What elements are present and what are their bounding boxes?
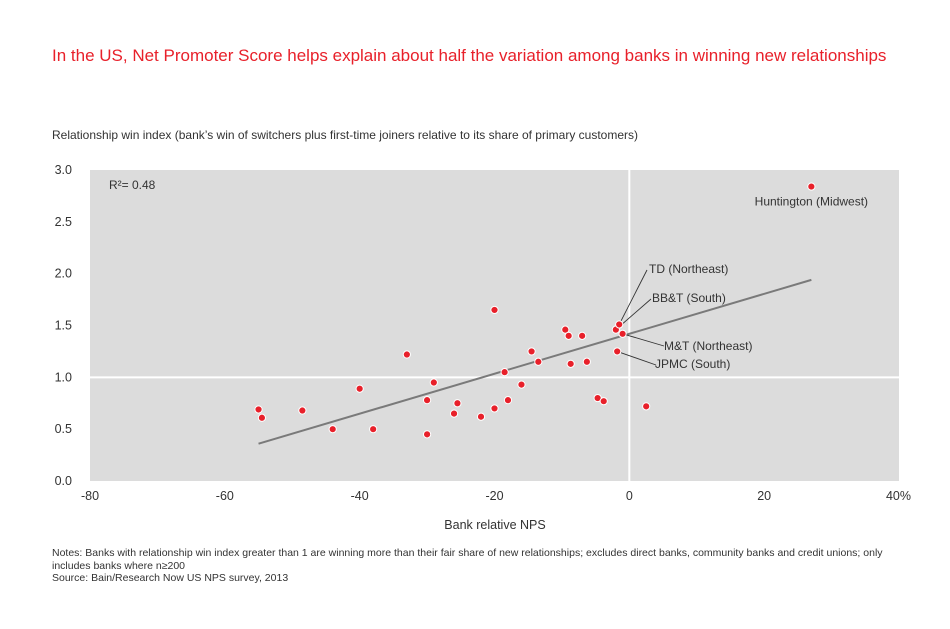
y-tick-label: 1.5	[55, 319, 72, 333]
data-point	[355, 384, 364, 393]
x-tick-label: 40%	[886, 489, 911, 503]
data-point	[578, 331, 587, 340]
x-tick-label: 20	[757, 489, 771, 503]
data-point	[503, 396, 513, 405]
chart-title: In the US, Net Promoter Score helps expl…	[52, 46, 887, 65]
annotation-leader	[617, 350, 657, 366]
data-point	[490, 305, 499, 315]
data-point	[566, 359, 575, 368]
annotation-leaders	[615, 269, 665, 366]
annotation-label: TD (Northeast)	[649, 262, 728, 276]
data-point	[517, 380, 526, 389]
data-point	[527, 347, 536, 356]
data-point	[618, 329, 627, 338]
data-point	[298, 406, 307, 415]
y-tick-label: 3.0	[55, 163, 72, 177]
data-point	[615, 320, 624, 329]
y-tick-label: 0.0	[55, 474, 72, 488]
data-point	[422, 396, 432, 405]
x-axis-ticks: -80 -60 -40 -20 0 20 40%	[81, 489, 911, 503]
source-text: Source: Bain/Research Now US NPS survey,…	[52, 572, 289, 584]
data-point	[328, 425, 337, 434]
data-point	[500, 368, 509, 377]
x-tick-label: -80	[81, 489, 99, 503]
data-point	[476, 412, 486, 421]
data-point	[429, 378, 438, 387]
footnotes: Notes: Banks with relationship win index…	[52, 547, 922, 585]
data-point	[561, 325, 570, 334]
annotation-label: Huntington (Midwest)	[755, 195, 868, 209]
annotation-label: M&T (Northeast)	[664, 339, 752, 353]
annotation-label: BB&T (South)	[652, 291, 726, 305]
data-point	[453, 399, 462, 408]
data-point	[613, 347, 622, 356]
annotation-leader	[618, 269, 648, 325]
data-point	[490, 404, 499, 413]
x-tick-label: -60	[216, 489, 234, 503]
y-tick-label: 2.5	[55, 215, 72, 229]
data-point	[369, 425, 378, 434]
data-points	[254, 182, 816, 439]
data-point	[254, 405, 263, 414]
y-tick-label: 1.0	[55, 370, 72, 384]
annotation-labels: Huntington (Midwest) TD (Northeast) BB&T (…	[649, 195, 868, 371]
x-tick-label: -20	[485, 489, 503, 503]
y-tick-label: 2.0	[55, 267, 72, 281]
data-point	[449, 409, 459, 418]
y-tick-label: 0.5	[55, 422, 72, 436]
x-tick-label: 0	[626, 489, 633, 503]
annotation-label: JPMC (South)	[655, 357, 730, 371]
data-point	[422, 430, 432, 439]
notes-text: Notes: Banks with relationship win index…	[52, 547, 883, 572]
data-point	[402, 350, 411, 359]
x-tick-label: -40	[351, 489, 369, 503]
r-squared-label: R²= 0.48	[109, 178, 156, 192]
annotation-leader	[622, 333, 665, 347]
x-axis-label: Bank relative NPS	[444, 518, 546, 532]
data-point	[599, 397, 608, 406]
data-point	[564, 331, 573, 340]
plot-area	[90, 170, 899, 481]
y-axis-ticks: 0.0 0.5 1.0 1.5 2.0 2.5 3.0	[55, 163, 72, 488]
data-point	[534, 357, 543, 366]
data-point	[582, 357, 591, 366]
data-point	[642, 402, 651, 411]
data-point	[257, 413, 267, 422]
y-axis-label: Relationship win index (bank’s win of sw…	[52, 128, 638, 142]
data-point	[807, 182, 816, 191]
